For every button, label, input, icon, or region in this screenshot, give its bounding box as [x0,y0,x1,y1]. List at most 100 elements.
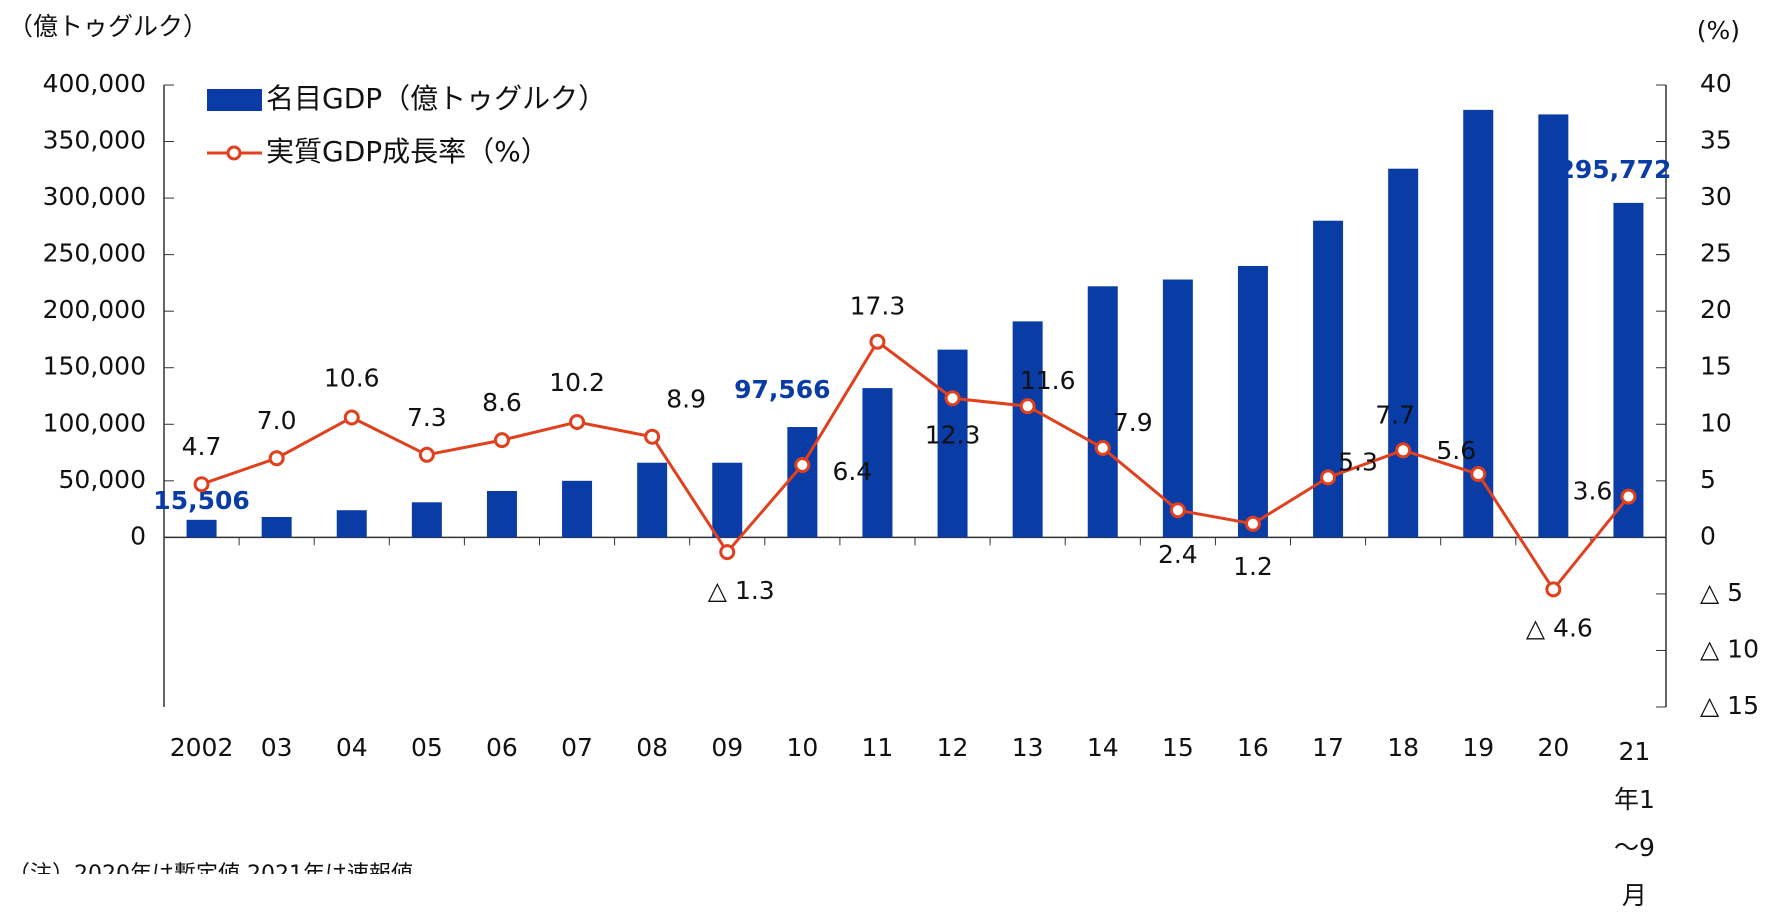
line-value-label: 11.6 [1020,366,1076,395]
y-tick-label: 150,000 [43,352,146,381]
bar [1388,168,1419,538]
line-point [1244,515,1261,532]
line-value-label: 7.3 [407,403,447,432]
note: （注）2020年は暫定値 2021年は速報値 [8,862,413,874]
x-tick-label: 06 [486,733,518,762]
y2-tick-label: 15 [1700,352,1732,381]
bar-value-label: 295,772 [1558,155,1672,184]
y2-tick-label: △ 10 [1700,634,1759,663]
bar [261,517,292,538]
x-tick-label: 05 [410,733,443,762]
y-tick-label: 350,000 [43,126,146,155]
line-value-label: 7.7 [1375,400,1415,429]
x-tick-label: 2002 [169,733,234,762]
line-point [1169,502,1186,519]
y-tick-label: 400,000 [43,69,146,98]
x-tick-label: 15 [1161,733,1194,762]
bar-value-label: 97,566 [734,375,830,404]
y2-tick-label: 10 [1700,408,1732,437]
line-point [644,428,661,445]
bar [1538,114,1569,538]
line-point [794,456,811,473]
line-value-label: △ 1.3 [708,576,775,605]
bar [862,388,893,538]
x-tick-label: 18 [1387,733,1420,762]
y2-tick-label: 40 [1700,69,1732,98]
legend-label: 名目GDP（億トゥグルク） [266,82,606,115]
x-tick-label: 13 [1011,733,1044,762]
x-tick-label: 10 [786,733,819,762]
line-value-label: 8.9 [666,385,706,414]
line-value-label: △ 4.6 [1526,613,1593,642]
x-tick-label: 17 [1312,733,1344,762]
line-value-label: 2.4 [1158,540,1198,569]
y2-tick-label: 0 [1700,521,1716,550]
line-value-label: 3.6 [1573,477,1613,506]
x-tick-label: 07 [561,733,593,762]
x-tick-label: 03 [260,733,293,762]
x-tick-label: 08 [636,733,669,762]
line-point [343,409,360,426]
bar [1087,286,1118,538]
y-tick-label: 200,000 [43,295,146,324]
line-point [1019,398,1036,415]
y-tick-label: 300,000 [43,182,146,211]
bar [1613,202,1644,538]
line-value-label: 6.4 [832,457,872,486]
line-point [944,390,961,407]
x-tick-label: 09 [711,733,744,762]
chart-wrap: （億トゥグルク） (%) （注）2020年は暫定値 2021年は速報値 0 50,… [8,12,1759,910]
line-point [1395,442,1412,459]
y2-tick-label: △ 15 [1700,691,1759,720]
line-value-label: 10.6 [324,363,380,392]
x-tick-label: 21年1～9月 [1613,737,1655,910]
bar [1162,279,1193,538]
bar [411,502,442,538]
legend-swatch [226,145,242,161]
bar [486,490,517,538]
x-tick-label: 14 [1086,733,1119,762]
line-point [1470,466,1487,483]
bar [1237,265,1268,538]
legend-label: 実質GDP成長率（%） [266,135,549,168]
y2-tick-label: 30 [1700,182,1732,211]
line-point [193,476,210,493]
line-value-label: 1.2 [1233,552,1273,581]
line-value-label: 17.3 [850,292,906,321]
y-tick-label: 50,000 [59,465,146,494]
y-axis-label: （億トゥグルク） [8,12,208,41]
x-tick-label: 16 [1237,733,1269,762]
chart: （億トゥグルク） (%) （注）2020年は暫定値 2021年は速報値 0 50,… [8,12,1759,874]
legend-swatch [207,89,262,111]
x-tick-label: 19 [1462,733,1495,762]
x-tick-label: 04 [335,733,368,762]
y2-tick-label: 20 [1700,295,1732,324]
bar [637,462,668,538]
line-point [1545,581,1562,598]
line-point [1320,469,1337,486]
line-value-label: 5.3 [1338,447,1378,476]
y2-tick-label: 5 [1700,465,1716,494]
bar [336,510,367,538]
line [201,339,1630,592]
line-point [493,432,510,449]
line-value-label: 4.7 [182,432,222,461]
y2-axis-label: (%) [1697,16,1740,45]
bar [787,427,818,538]
x-tick-label: 12 [936,733,969,762]
x-tick-label: 11 [861,733,894,762]
bar [1012,321,1043,538]
line-point [1620,488,1637,505]
line-point [719,544,736,561]
y2-tick-label: 35 [1700,126,1732,155]
bar [712,462,743,538]
line-value-label: 5.6 [1436,436,1476,465]
line-value-label: 7.9 [1113,408,1153,437]
line-point [869,333,886,350]
line-value-label: 7.0 [257,406,297,435]
x-tick-label: 20 [1537,733,1570,762]
line-point [268,450,285,467]
bar [186,519,217,538]
y-tick-label: 100,000 [43,408,146,437]
y-tick-label: 0 [130,521,146,550]
